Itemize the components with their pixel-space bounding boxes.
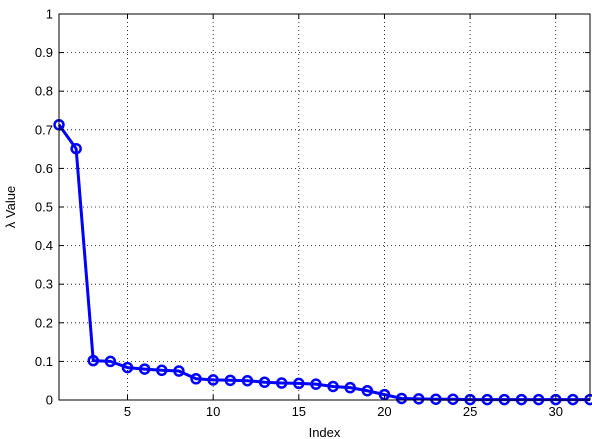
x-tick-label: 20 xyxy=(377,404,391,419)
grid-lines xyxy=(59,14,590,400)
y-tick-label: 0.9 xyxy=(35,45,53,60)
data-point xyxy=(395,392,408,405)
data-point xyxy=(412,393,425,405)
data-point xyxy=(87,354,100,367)
x-tick-label: 25 xyxy=(463,404,477,419)
data-point xyxy=(156,364,168,377)
plot-area xyxy=(59,14,590,400)
data-point xyxy=(190,373,202,385)
data-point xyxy=(361,384,374,397)
y-tick-label: 1 xyxy=(46,7,53,22)
y-tick-label: 0.2 xyxy=(35,315,53,330)
data-point xyxy=(138,363,151,375)
y-tick-label: 0.1 xyxy=(35,354,53,369)
data-point xyxy=(430,393,442,405)
x-tick-label: 5 xyxy=(124,404,131,419)
axis-ticks: 00.10.20.30.40.50.60.70.80.915 10 15 20 25 30 xyxy=(35,7,590,419)
x-tick-label: 15 xyxy=(292,404,306,419)
x-tick-label: 10 xyxy=(206,404,220,419)
data-point xyxy=(344,381,356,394)
data-point xyxy=(327,380,339,393)
data-point xyxy=(293,377,305,390)
y-axis-label: λ Value xyxy=(3,186,18,228)
x-tick-label: 30 xyxy=(549,404,563,419)
y-tick-label: 0.4 xyxy=(35,238,53,253)
y-tick-label: 0.8 xyxy=(35,84,53,99)
data-point xyxy=(70,142,82,155)
data-point xyxy=(224,374,237,387)
data-point xyxy=(310,378,322,390)
data-point xyxy=(447,393,459,405)
data-point xyxy=(104,355,117,368)
data-point xyxy=(275,377,288,389)
data-point xyxy=(258,376,271,388)
data-point xyxy=(241,374,254,387)
data-point xyxy=(121,361,134,374)
y-tick-label: 0.5 xyxy=(35,200,53,215)
y-tick-label: 0.3 xyxy=(35,277,53,292)
data-point xyxy=(207,374,219,386)
data-point xyxy=(173,365,185,377)
y-tick-label: 0.7 xyxy=(35,122,53,137)
y-tick-label: 0 xyxy=(46,393,53,408)
y-tick-label: 0.6 xyxy=(35,161,53,176)
x-axis-label: Index xyxy=(309,425,341,439)
